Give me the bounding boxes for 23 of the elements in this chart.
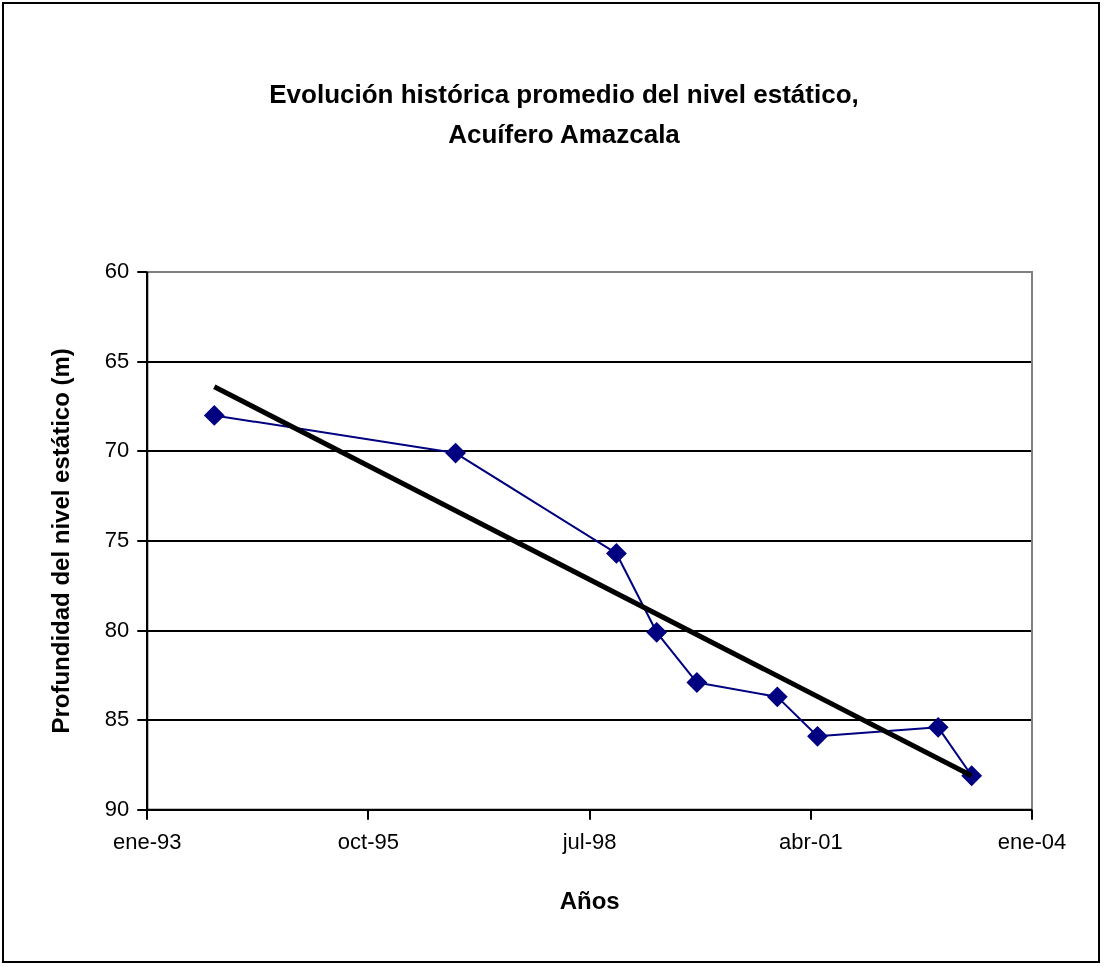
point [686,672,707,693]
point [204,405,225,426]
x-tick-label: jul-98 [561,829,617,855]
y-axis-title: Profundidad del nivel estático (m) [47,348,75,734]
x-tick-label: ene-04 [997,829,1067,855]
point [928,717,949,738]
x-tick-label: abr-01 [779,829,843,855]
y-tick-label: 65 [104,347,130,373]
point [445,443,466,464]
y-tick-label: 80 [104,616,130,642]
y-tick-label: 60 [104,258,130,284]
chart-title: Evolución histórica promedio del nivel estático, Acuífero Amazcala [268,78,860,151]
x-tick-label: oct-95 [337,829,400,855]
point [767,686,788,707]
y-tick-label: 70 [104,437,130,463]
point [606,543,627,564]
y-tick-label: 75 [104,526,130,552]
point [646,622,667,643]
point [807,726,828,747]
y-tick-label: 85 [104,706,130,732]
x-axis-title: Años [559,887,620,915]
x-tick-label: ene-93 [113,829,182,855]
y-tick-label: 90 [104,795,130,821]
